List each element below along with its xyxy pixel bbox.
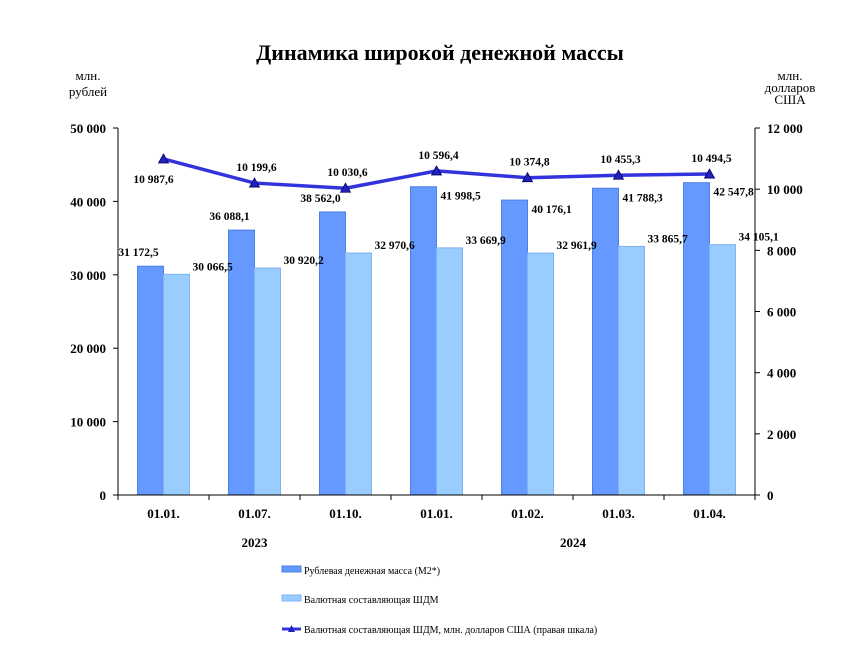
x-tick-label: 01.10. (329, 506, 362, 521)
right-axis-label-line: млн. (778, 68, 803, 83)
line-marker (703, 168, 716, 179)
data-label-fx: 32 961,9 (557, 240, 598, 252)
legend-label: Рублевая денежная масса (М2*) (304, 566, 440, 577)
data-label-m2: 41 788,3 (623, 192, 664, 204)
legend-swatch (281, 565, 302, 573)
bar-m2 (228, 229, 255, 496)
right-tick-label: 12 000 (767, 121, 803, 136)
chart-title: Динамика широкой денежной массы (256, 40, 624, 65)
bar-fx (618, 245, 645, 496)
x-tick-label: 01.03. (602, 506, 635, 521)
data-label-usd: 10 596,4 (418, 150, 459, 162)
line-marker (339, 182, 352, 193)
left-axis-label: млн.рублей (69, 68, 107, 99)
legend-marker (288, 625, 295, 632)
year-label: 2023 (242, 535, 269, 550)
bars (137, 182, 736, 496)
bar-fx (345, 252, 372, 496)
right-tick-label: 10 000 (767, 182, 803, 197)
right-tick-label: 6 000 (767, 305, 796, 320)
left-tick-label: 20 000 (70, 341, 106, 356)
data-label-fx: 30 066,5 (193, 261, 234, 273)
data-label-fx: 34 105,1 (739, 232, 780, 244)
legend: Рублевая денежная масса (М2*) Валютная со… (281, 565, 597, 636)
bar-fx (163, 273, 190, 496)
data-label-m2: 41 998,5 (441, 191, 482, 203)
data-label-m2: 36 088,1 (209, 211, 250, 223)
axes: 0 10 000 20 000 30 000 40 000 50 000 0 2 000 4 0… (70, 121, 803, 550)
line-marker (430, 165, 443, 176)
data-label-usd: 10 987,6 (133, 174, 174, 186)
right-tick-label: 4 000 (767, 366, 796, 381)
data-label-fx: 30 920,2 (284, 255, 325, 267)
right-axis-label-line: долларов (765, 80, 816, 95)
data-label-m2: 42 547,8 (714, 187, 755, 199)
left-tick-label: 30 000 (70, 268, 106, 283)
right-tick-label: 2 000 (767, 427, 796, 442)
left-tick-label: 0 (100, 488, 107, 503)
x-tick-label: 01.07. (238, 506, 271, 521)
data-label-usd: 10 494,5 (691, 153, 732, 165)
data-label-m2: 38 562,0 (300, 193, 341, 205)
data-label-m2: 31 172,5 (118, 247, 159, 259)
left-axis-label-line: рублей (69, 84, 107, 99)
legend-label: Валютная составляющая ШДМ, млн. долларов… (304, 625, 597, 636)
right-axis-label-line: США (774, 92, 806, 107)
data-label-usd: 10 455,3 (600, 154, 641, 166)
left-tick-label: 50 000 (70, 121, 106, 136)
x-tick-label: 01.04. (693, 506, 726, 521)
bar-fx (254, 267, 281, 496)
line-marker (612, 169, 625, 180)
left-tick-label: 10 000 (70, 415, 106, 430)
line-marker (248, 177, 261, 188)
x-tick-label: 01.02. (511, 506, 544, 521)
bar-fx (436, 247, 463, 496)
data-label-fx: 32 970,6 (375, 240, 416, 252)
bar-m2 (410, 186, 437, 496)
bar-m2 (137, 265, 164, 496)
bar-m2 (683, 182, 710, 496)
legend-label: Валютная составляющая ШДМ (304, 595, 439, 606)
line-series (157, 153, 716, 193)
left-axis-label-line: млн. (76, 68, 101, 83)
data-label-usd: 10 199,6 (236, 162, 277, 174)
data-labels: 31 172,5 36 088,1 38 562,0 41 998,5 40 176,1… (118, 150, 779, 273)
line-marker (157, 153, 170, 164)
bar-m2 (501, 199, 528, 496)
right-tick-label: 0 (767, 488, 774, 503)
data-label-m2: 40 176,1 (532, 204, 573, 216)
line-marker (521, 171, 534, 183)
year-label: 2024 (560, 535, 587, 550)
data-label-fx: 33 669,9 (466, 235, 507, 247)
data-label-usd: 10 030,6 (327, 167, 368, 179)
data-label-fx: 33 865,7 (648, 233, 689, 245)
bar-fx (527, 252, 554, 496)
legend-swatch (281, 594, 302, 602)
x-tick-label: 01.01. (147, 506, 180, 521)
right-tick-label: 8 000 (767, 243, 796, 258)
left-tick-label: 40 000 (70, 194, 106, 209)
bar-fx (709, 244, 736, 496)
data-label-usd: 10 374,8 (509, 157, 550, 169)
x-tick-label: 01.01. (420, 506, 453, 521)
bar-m2 (592, 187, 619, 496)
